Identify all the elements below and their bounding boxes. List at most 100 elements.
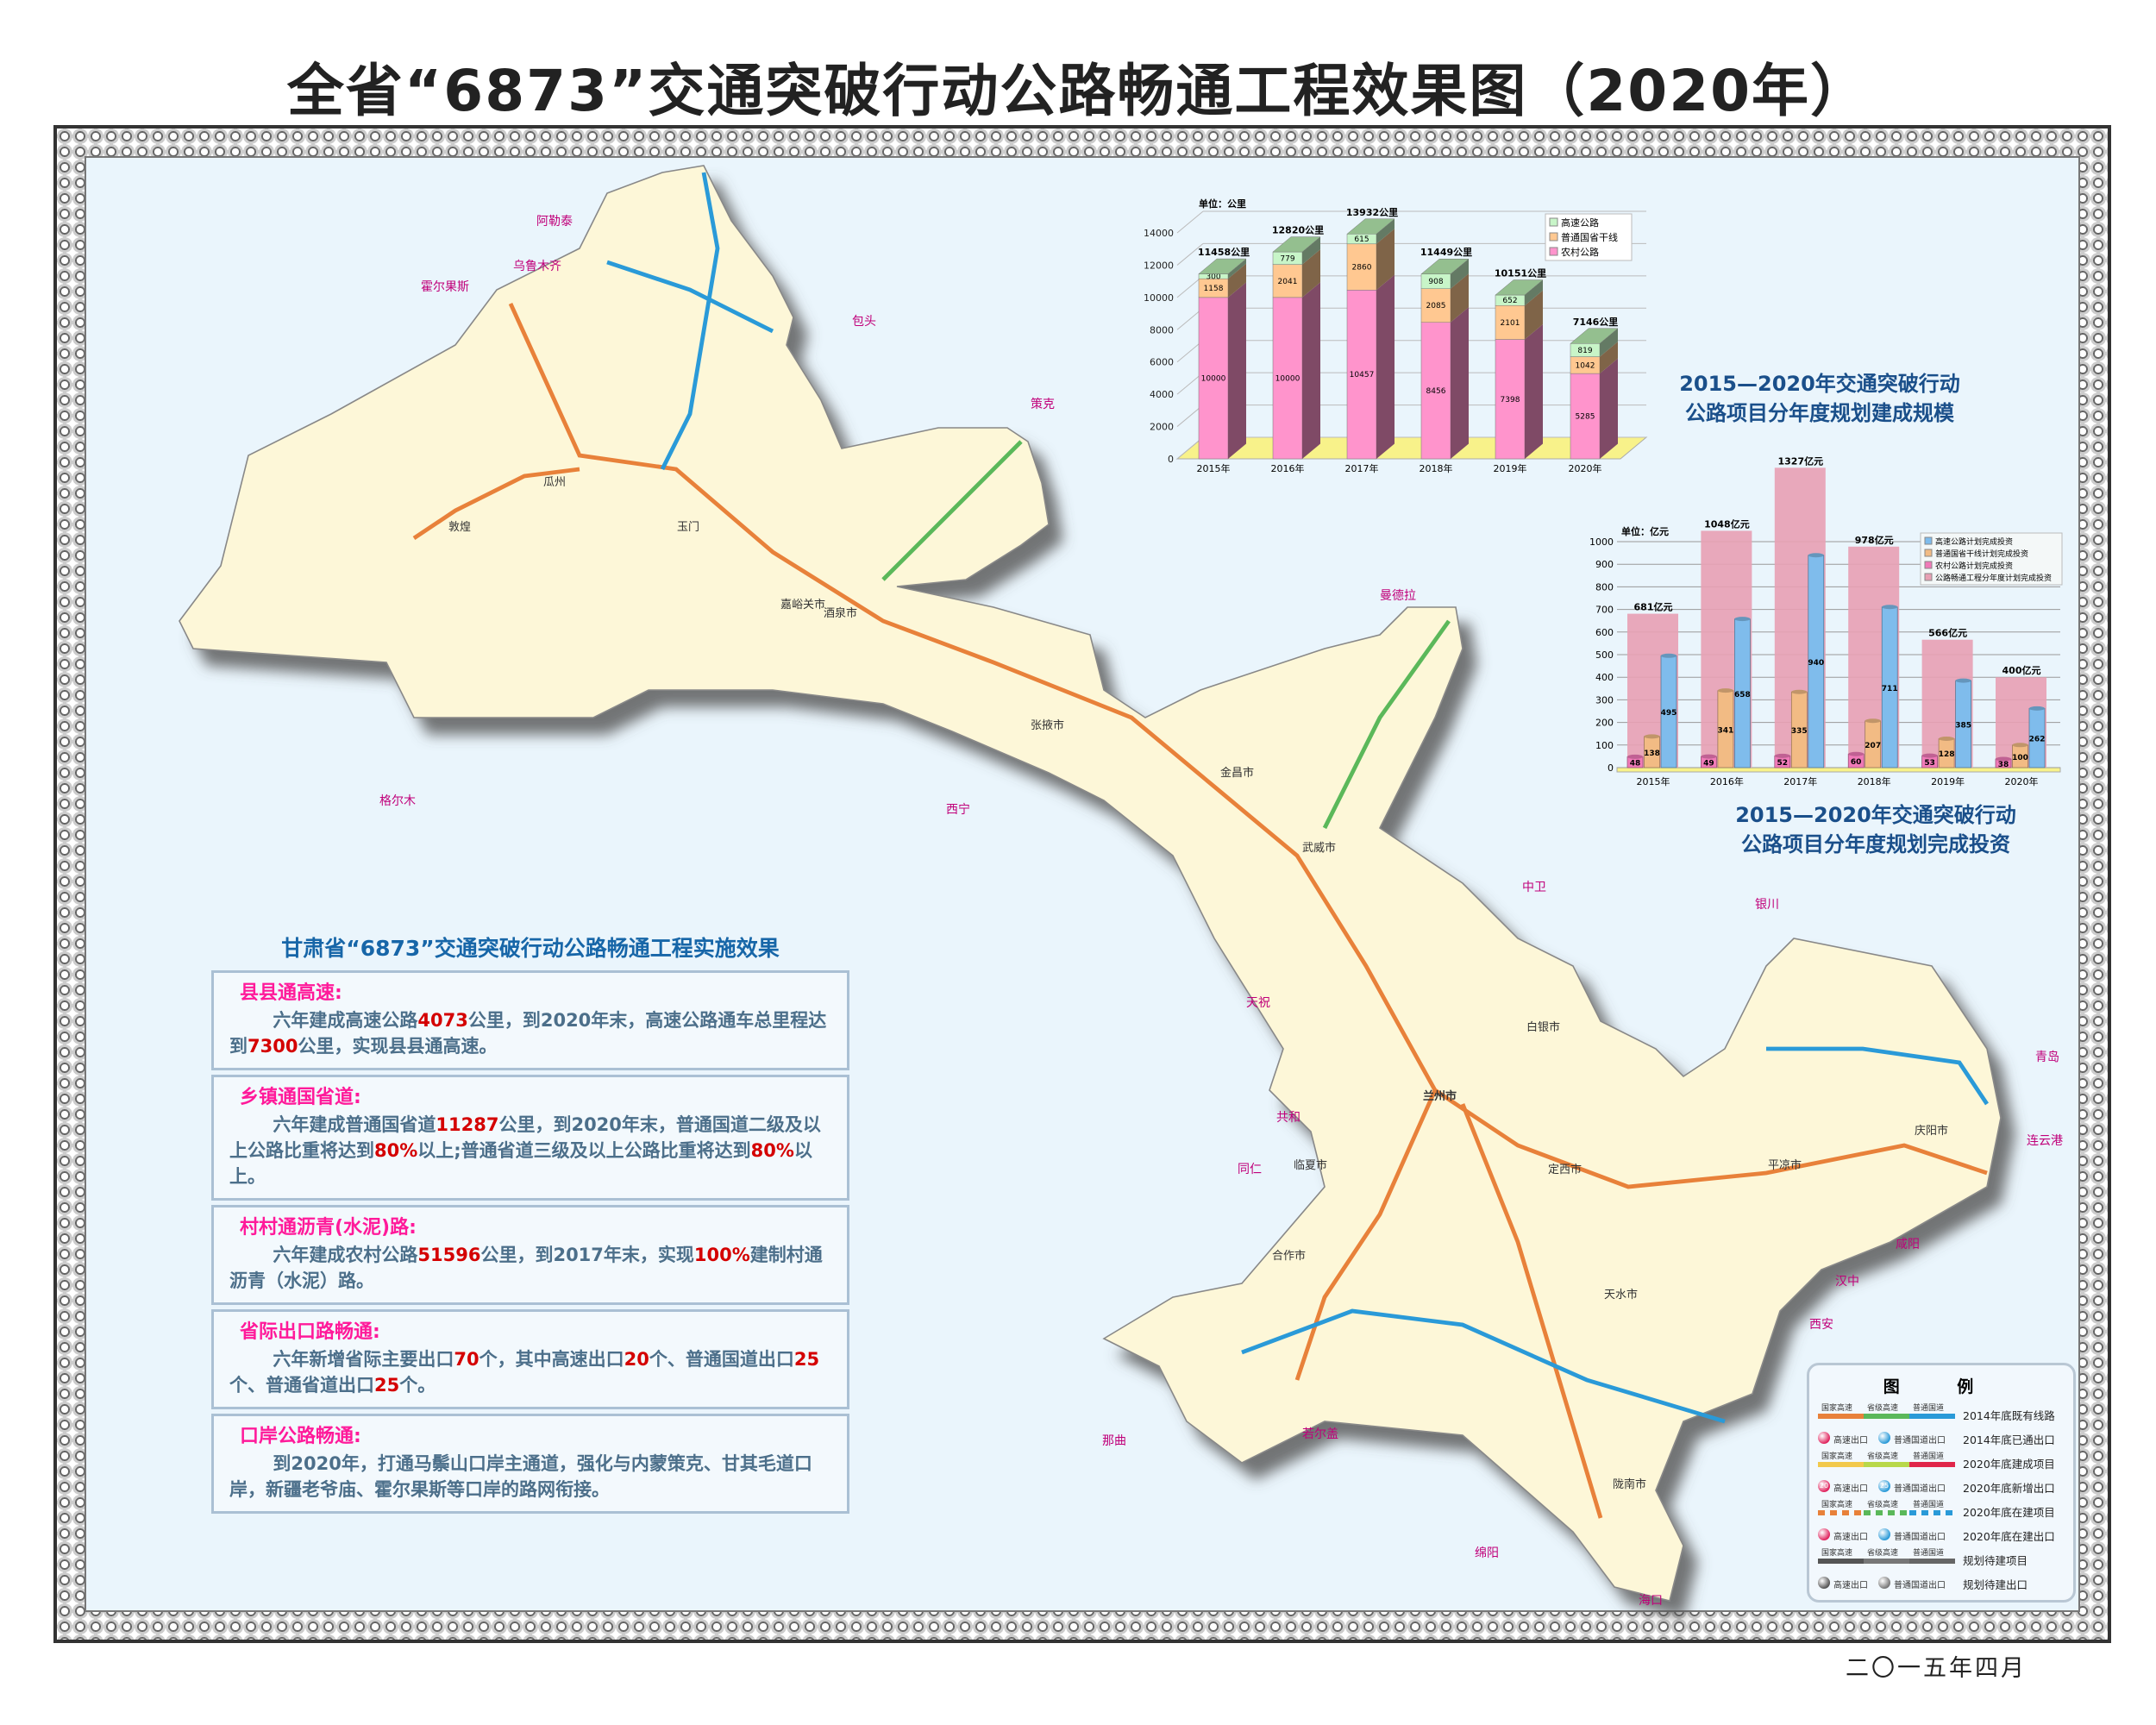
data-label: 38 [1998,761,2009,769]
cylinder-top [1955,678,1971,683]
cylinder-top [1774,753,1790,758]
bar-segment [1198,297,1229,460]
legend-swatch [1549,247,1558,256]
data-label: 2101 [1501,319,1520,328]
legend-description: 2014年底已通出口 [1963,1433,2055,1446]
cylinder-top [1865,718,1881,724]
y-tick-label: 800 [1595,581,1614,593]
road-line-swatch [1864,1462,1909,1467]
cylinder-top [2012,743,2028,748]
data-label: 5285 [1576,413,1595,422]
road-line-swatch [1909,1414,1955,1419]
data-label: 128 [1939,750,1955,759]
data-label: 1158 [1204,285,1224,293]
data-label: 10000 [1201,374,1226,383]
cylinder-top [1627,754,1643,759]
road-national-road [1766,1046,1989,1106]
road-type-label: 省级高速 [1867,1452,1899,1461]
legend-row: 国家高速 省级高速 普通国道 规划待建项目 [1809,1546,2073,1571]
exit-label: 汉中 [1835,1275,1859,1289]
text-run: 个，其中高速出口 [479,1349,624,1370]
road-national-road [606,260,774,334]
bar-segment [1346,243,1377,291]
legend-row: 国家高速 省级高速 普通国道 2020年底建成项目 [1809,1450,2073,1474]
exit-label: 霍尔果斯 [421,280,469,294]
road-national-road [660,172,720,471]
map-legend: 图 例 国家高速 省级高速 普通国道 2014年底既有线路 高速出口 普通国道出口 2014… [1807,1363,2076,1603]
data-label: 10000 [1275,374,1300,383]
section-text: 六年新增省际主要出口70个，其中高速出口20个、普通国道出口25个、普通省道出口… [229,1346,835,1398]
data-label: 48 [1630,760,1641,768]
x-tick-label: 2018年 [1858,775,1891,787]
gridline [1176,210,1204,234]
road-line-swatch [1864,1414,1909,1419]
legend-description: 2020年底新增出口 [1963,1482,2055,1495]
legend-box [1545,213,1633,261]
x-tick-label: 2020年 [2005,775,2039,787]
road-type-label: 国家高速 [1821,1549,1853,1558]
x-tick-label: 2015年 [1637,775,1670,787]
data-label: 779 [1280,254,1294,263]
exit-label: 策克 [1031,398,1055,411]
legend-swatch [1549,217,1558,227]
exit-label: 西安 [1809,1318,1833,1332]
road-line-swatch [1909,1559,1955,1564]
road-type-label: 省级高速 [1867,1501,1899,1509]
city-label: 武威市 [1302,842,1337,855]
total-label: 681亿元 [1634,601,1673,613]
bar-side [1600,342,1618,374]
road-national-highway [508,303,1988,1189]
bar-side [1451,259,1469,289]
chart-title-line: 2015—2020年交通突破行动 [1679,372,1960,396]
effect-section: 县县通高速: 六年建成高速公路4073公里，到2020年末，高速公路通车总里程达到… [211,970,849,1070]
exit-type-label: 普通国道出口 [1894,1436,1946,1446]
legend-row: 国家高速 省级高速 普通国道 2014年底既有线路 [1809,1402,2073,1426]
bar-top [1272,236,1321,253]
road-type-label: 普通国道 [1913,1549,1945,1558]
exit-type-label: 普通国道出口 [1894,1581,1946,1590]
exit-label: 乌鲁木齐 [513,260,561,273]
bar-top [1198,258,1247,274]
road-type-label: 普通国道 [1913,1452,1945,1461]
exit-type-label: 高速出口 [1833,1436,1868,1446]
text-run: 以上;普通省道三级及以上公路比重将达到 [417,1140,751,1161]
exit-label: 同仁 [1238,1163,1262,1176]
text-run: 公里，到2020年末，高速公路通车总里程达到 [229,1010,827,1057]
legend-row: 高速出口 普通国道出口 2020年底在建出口 [1809,1522,2073,1546]
section-text: 六年建成普通国省道11287公里，到2020年末，普通国道二级及以上公路比重将达… [229,1112,835,1189]
bar-top [1420,258,1470,274]
bar-side [1376,274,1395,459]
bar-side [1451,273,1469,323]
legend-swatch [1924,536,1933,545]
city-label: 玉门 [677,521,700,534]
implementation-panel: 甘肃省“6873”交通突破行动公路畅通工程实施效果 县县通高速: 六年建成高速公路… [211,927,849,1518]
section-title: 乡镇通国省道: [240,1087,361,1108]
city-label: 庆阳市 [1915,1125,1949,1138]
total-label: 566亿元 [1928,627,1967,639]
exit-label: 咸阳 [1896,1238,1920,1251]
highlight-number: 7300 [248,1036,298,1057]
city-label: 陇南市 [1613,1478,1647,1491]
total-label: 1327亿元 [1777,455,1823,467]
road-line-swatch [1909,1462,1955,1467]
y-tick-label: 900 [1595,559,1614,570]
legend-title: 图 例 [1883,1377,2000,1396]
chart-floor [1616,767,2061,773]
y-tick-label: 300 [1595,694,1614,706]
city-label: 天水市 [1604,1289,1639,1302]
data-label: 335 [1791,727,1808,736]
y-tick-label: 2000 [1150,422,1174,433]
data-label: 10457 [1350,371,1375,380]
y-tick-label: 700 [1595,605,1614,616]
exit-label: 共和 [1276,1111,1300,1125]
chart-title-line: 公路项目分年度规划完成投资 [1741,832,2010,856]
text-run: 个、普通省道出口 [229,1375,374,1396]
total-label: 10151公里 [1495,268,1546,279]
data-label: 385 [1955,722,1971,731]
bar-segment [1495,339,1526,460]
effect-section: 口岸公路畅通: 到2020年，打通马鬃山口岸主通道，强化与内蒙策克、甘其毛道口岸，… [211,1414,849,1514]
road-type-label: 普通国道 [1913,1404,1945,1413]
data-label: 1042 [1576,361,1595,370]
bar-side [1302,249,1320,298]
text-run: 六年建成农村公路 [273,1245,418,1265]
